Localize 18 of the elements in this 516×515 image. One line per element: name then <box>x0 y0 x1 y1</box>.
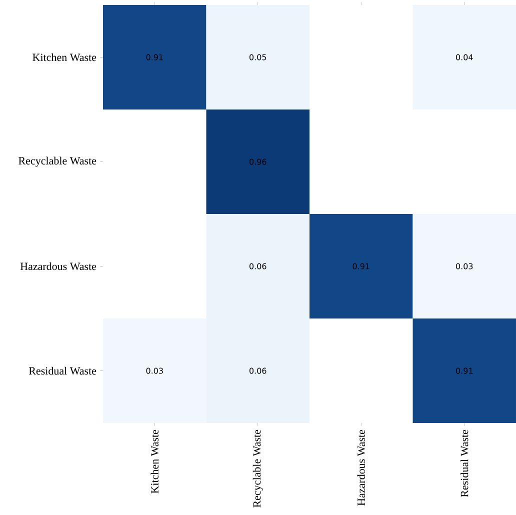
y-tick-label: Residual Waste <box>28 366 96 375</box>
data-label: 0.03 <box>456 263 473 270</box>
x-tick-label: Recyclable Waste <box>252 430 263 508</box>
x-tick-label: Hazardous Waste <box>357 430 366 506</box>
data-label: 0.91 <box>456 368 473 374</box>
y-tick-label: Hazardous Waste <box>20 262 96 270</box>
data-label: 0.91 <box>352 263 370 270</box>
data-label: 0.06 <box>250 263 266 270</box>
y-tick-label: Kitchen Waste <box>32 53 96 62</box>
data-label: 0.96 <box>250 158 266 165</box>
data-label: 0.91 <box>146 54 163 60</box>
data-label: 0.05 <box>250 54 266 60</box>
x-tick-label: Residual Waste <box>460 430 468 498</box>
y-tick-label: Recyclable Waste <box>18 156 96 167</box>
data-label: 0.04 <box>456 54 473 60</box>
data-label: 0.06 <box>250 368 266 374</box>
data-label: 0.03 <box>146 368 163 374</box>
x-tick-label: Kitchen Waste <box>150 430 159 494</box>
